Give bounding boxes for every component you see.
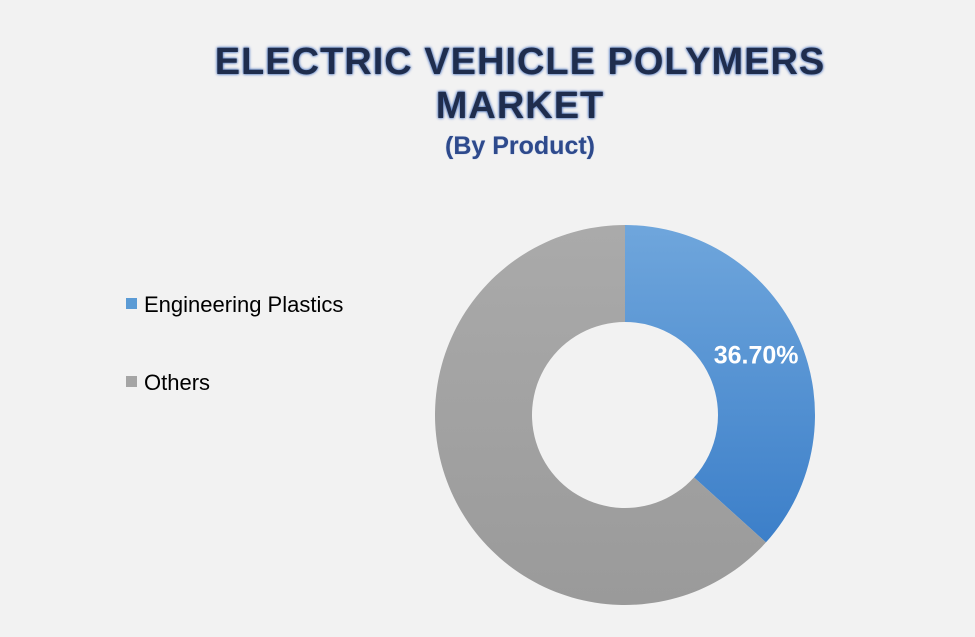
data-label-engineering-plastics: 36.70% bbox=[714, 341, 799, 369]
legend-swatch-engineering-plastics bbox=[126, 298, 137, 309]
legend-item-others: Others bbox=[126, 368, 346, 397]
donut-chart: 36.70% bbox=[435, 225, 816, 605]
chart-title: ELECTRIC VEHICLE POLYMERS MARKET bbox=[214, 41, 826, 127]
donut-slice-engineering-plastics bbox=[625, 225, 816, 543]
donut-slice-others bbox=[435, 225, 766, 605]
legend-label-engineering-plastics: Engineering Plastics bbox=[144, 292, 344, 317]
chart-subtitle: (By Product) bbox=[445, 132, 595, 160]
legend-label-others: Others bbox=[144, 370, 211, 395]
legend-item-engineering-plastics: Engineering Plastics bbox=[126, 290, 346, 319]
legend: Engineering Plastics Others bbox=[126, 290, 346, 397]
legend-swatch-others bbox=[126, 376, 137, 387]
